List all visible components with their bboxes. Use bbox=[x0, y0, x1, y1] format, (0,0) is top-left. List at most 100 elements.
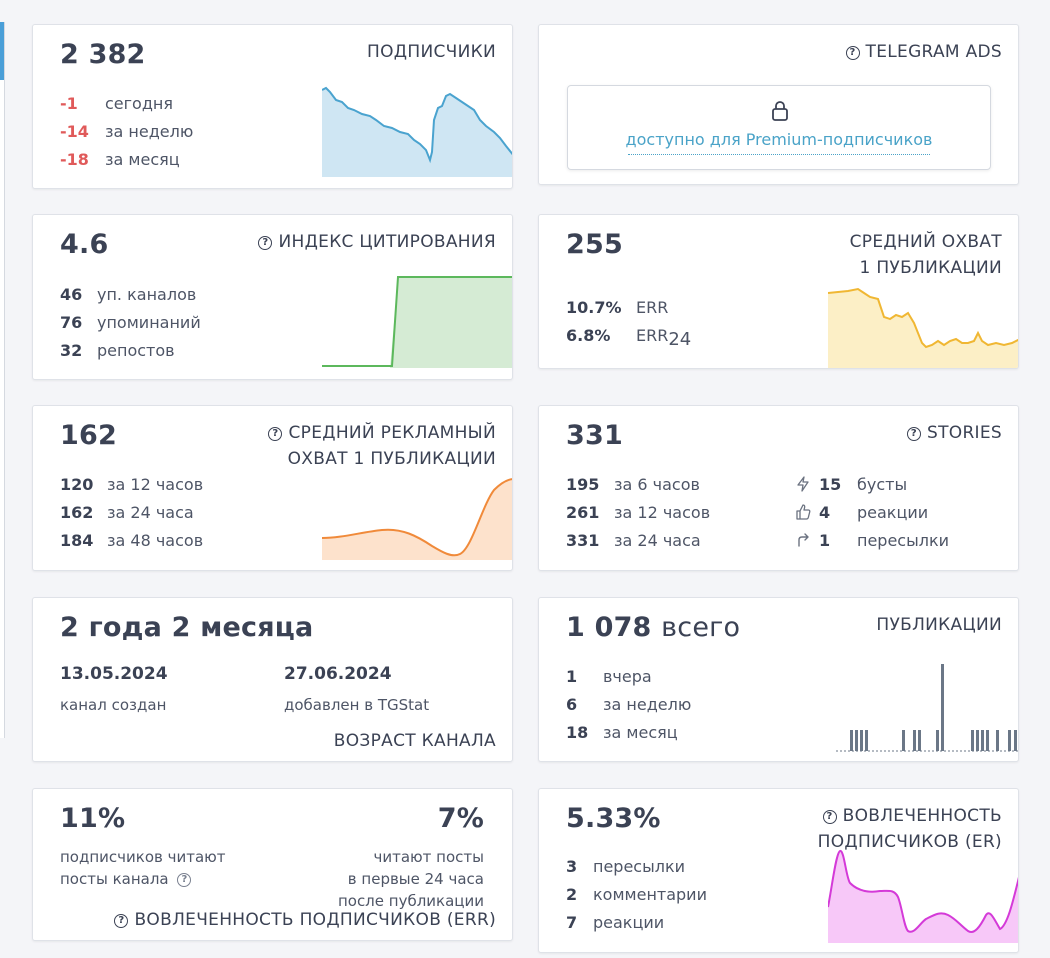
created-date: 13.05.2024 bbox=[60, 664, 168, 684]
lock-icon bbox=[772, 101, 788, 121]
err-left-value: 11% bbox=[60, 803, 126, 834]
premium-link-underline bbox=[628, 154, 930, 155]
stat-value: 261 bbox=[566, 503, 600, 522]
publications-card[interactable]: 1 078 всего ПУБЛИКАЦИИ 1 вчера 6 за неделю… bbox=[538, 597, 1019, 762]
publications-title: ПУБЛИКАЦИИ bbox=[876, 615, 1002, 635]
stat-label: реакции bbox=[593, 913, 665, 932]
stat-label: репостов bbox=[97, 341, 175, 360]
publications-week-row: 6 за неделю bbox=[566, 691, 691, 719]
title-line: СРЕДНИЙ ОХВАТ bbox=[849, 232, 1002, 252]
stories-24h-row: 331 за 24 часа bbox=[566, 527, 701, 555]
ad-reach-value: 162 bbox=[60, 420, 117, 451]
stat-value: 10.7% bbox=[566, 298, 622, 317]
stat-label: сегодня bbox=[105, 94, 173, 113]
help-icon[interactable]: ? bbox=[845, 46, 860, 60]
citation-index-title-text: ИНДЕКС ЦИТИРОВАНИЯ bbox=[278, 232, 496, 252]
title-line: ПОДПИСЧИКОВ (ER) bbox=[817, 832, 1002, 852]
stat-value: 120 bbox=[60, 475, 94, 494]
err-right-text: читают посты в первые 24 часа после публ… bbox=[338, 846, 484, 912]
stat-value: 331 bbox=[566, 531, 600, 550]
publications-bar-chart bbox=[836, 664, 1018, 752]
stat-label: реакции bbox=[857, 503, 929, 522]
stat-label: за неделю bbox=[105, 122, 194, 141]
stat-value: 1 bbox=[819, 531, 831, 550]
citation-mentions-row: 76 упоминаний bbox=[60, 309, 201, 337]
stat-value: 195 bbox=[566, 475, 600, 494]
er-comments-row: 2 комментарии bbox=[566, 881, 707, 909]
publications-yesterday-row: 1 вчера bbox=[566, 663, 652, 691]
err24-row: 6.8% ERR24 bbox=[566, 322, 691, 354]
stat-value: 4 bbox=[819, 503, 831, 522]
average-reach-value: 255 bbox=[566, 229, 623, 260]
publications-value: 1 078 всего bbox=[566, 612, 740, 643]
stat-label: ERR bbox=[636, 298, 669, 317]
err-right-value: 7% bbox=[437, 803, 484, 834]
premium-link[interactable]: доступно для Premium-подписчиков bbox=[625, 130, 933, 149]
citation-index-title: ? ИНДЕКС ЦИТИРОВАНИЯ bbox=[258, 229, 496, 255]
stat-label: за 24 часа bbox=[614, 531, 701, 550]
help-icon[interactable]: ? bbox=[268, 427, 283, 441]
help-icon[interactable]: ? bbox=[822, 810, 837, 824]
created-label: канал создан bbox=[60, 696, 167, 714]
text-line: после публикации bbox=[337, 892, 484, 910]
er-chart bbox=[828, 849, 1018, 943]
err-card[interactable]: 11% подписчиков читают посты канала ? 7%… bbox=[32, 788, 513, 941]
text-line: посты канала bbox=[60, 870, 169, 888]
stat-value: 162 bbox=[60, 503, 94, 522]
telegram-ads-title-text: TELEGRAM ADS bbox=[865, 42, 1002, 62]
title-line: ОХВАТ 1 ПУБЛИКАЦИИ bbox=[287, 449, 496, 469]
left-panel-active-marker bbox=[0, 22, 4, 80]
citation-channels-row: 46 уп. каналов bbox=[60, 281, 196, 309]
citation-index-chart bbox=[322, 276, 512, 368]
title-line: ВОВЛЕЧЕННОСТЬ bbox=[842, 806, 1002, 826]
stat-label: ERR bbox=[636, 326, 669, 345]
ad-reach-24h-row: 162 за 24 часа bbox=[60, 499, 194, 527]
channel-age-value: 2 года 2 месяца bbox=[60, 612, 314, 643]
help-icon[interactable]: ? bbox=[258, 236, 273, 250]
title-line: СРЕДНИЙ РЕКЛАМНЫЙ bbox=[288, 423, 496, 443]
stat-value: 3 bbox=[566, 857, 578, 876]
err-row: 10.7% ERR bbox=[566, 294, 668, 322]
stories-forwards-row: 1 пересылки bbox=[795, 527, 949, 555]
er-value: 5.33% bbox=[566, 803, 661, 834]
stat-label-subscript: 24 bbox=[668, 329, 692, 351]
help-icon[interactable]: ? bbox=[177, 873, 192, 887]
citation-index-card[interactable]: 4.6 ? ИНДЕКС ЦИТИРОВАНИЯ 46 уп. каналов 76… bbox=[32, 214, 513, 380]
ad-reach-48h-row: 184 за 48 часов bbox=[60, 527, 203, 555]
lightning-icon bbox=[797, 476, 809, 492]
stories-boosts-row: 15 бусты bbox=[795, 471, 907, 499]
subscribers-card[interactable]: 2 382 ПОДПИСЧИКИ -1 сегодня -14 за неделю … bbox=[32, 24, 513, 189]
thumbs-up-icon bbox=[796, 504, 811, 520]
citation-reposts-row: 32 репостов bbox=[60, 337, 175, 365]
stat-label: пересылки bbox=[593, 857, 686, 876]
stories-card[interactable]: 331 ? STORIES 195 за 6 часов 261 за 12 часо… bbox=[538, 405, 1019, 571]
help-icon[interactable]: ? bbox=[114, 914, 129, 928]
help-icon[interactable]: ? bbox=[906, 427, 921, 441]
stories-6h-row: 195 за 6 часов bbox=[566, 471, 700, 499]
stat-value: 18 bbox=[566, 723, 589, 742]
er-card[interactable]: 5.33% 3 пересылки 2 комментарии 7 реакции ?… bbox=[538, 788, 1019, 953]
stat-value: 6 bbox=[566, 695, 578, 714]
share-arrow-icon bbox=[798, 533, 809, 547]
stories-value: 331 bbox=[566, 420, 623, 451]
stat-label: за 6 часов bbox=[614, 475, 700, 494]
subscribers-week-row: -14 за неделю bbox=[60, 118, 193, 146]
stat-label: пересылки bbox=[857, 531, 950, 550]
ad-reach-12h-row: 120 за 12 часов bbox=[60, 471, 203, 499]
stat-label: за месяц bbox=[105, 150, 180, 169]
subscribers-sparkline bbox=[322, 86, 512, 177]
subscribers-month-row: -18 за месяц bbox=[60, 146, 180, 174]
premium-lock-box[interactable]: доступно для Premium-подписчиков bbox=[567, 85, 991, 170]
stat-value: 7 bbox=[566, 913, 578, 932]
average-reach-card[interactable]: 255 СРЕДНИЙ ОХВАТ 1 ПУБЛИКАЦИИ 10.7% ERR … bbox=[538, 214, 1019, 369]
added-label: добавлен в TGStat bbox=[284, 696, 430, 714]
publications-total-suffix: всего bbox=[661, 612, 741, 643]
telegram-ads-card[interactable]: ? TELEGRAM ADS доступно для Premium-подпи… bbox=[538, 24, 1019, 185]
publications-month-row: 18 за месяц bbox=[566, 719, 678, 747]
stat-value: 2 bbox=[566, 885, 578, 904]
channel-age-card[interactable]: 2 года 2 месяца 13.05.2024 канал создан … bbox=[32, 597, 513, 762]
ad-reach-card[interactable]: 162 ? СРЕДНИЙ РЕКЛАМНЫЙ ОХВАТ 1 ПУБЛИКАЦИ… bbox=[32, 405, 513, 571]
err-title-text: ВОВЛЕЧЕННОСТЬ ПОДПИСЧИКОВ (ERR) bbox=[134, 910, 496, 930]
stat-label: бусты bbox=[857, 475, 908, 494]
publications-total: 1 078 bbox=[566, 612, 652, 643]
